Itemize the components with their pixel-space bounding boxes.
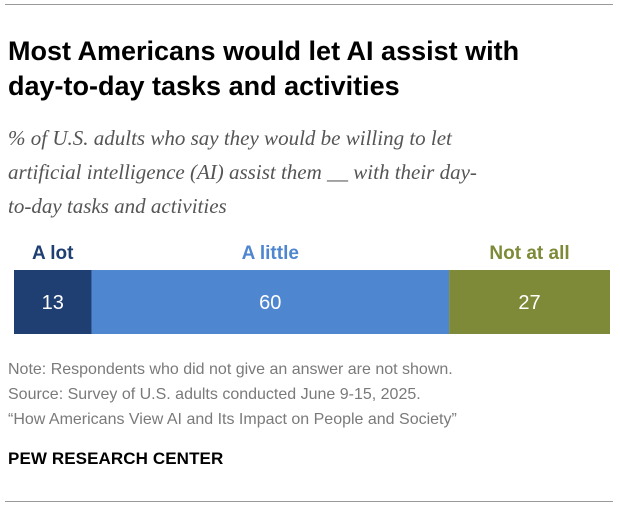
value-label-a-little: 60 <box>259 292 281 314</box>
chart-subtitle: % of U.S. adults who say they would be w… <box>8 121 608 223</box>
chart-subtitle-line-2: artificial intelligence (AI) assist them… <box>8 160 477 184</box>
category-label-a-lot: A lot <box>31 243 74 264</box>
value-label-a-lot: 13 <box>42 292 64 314</box>
report-title-text: “How Americans View AI and Its Impact on… <box>8 411 457 428</box>
source-text: Source: Survey of U.S. adults conducted … <box>8 386 421 403</box>
top-rule <box>5 4 613 5</box>
note-text: Note: Respondents who did not give an an… <box>8 361 453 378</box>
brand-logo-text: PEW RESEARCH CENTER <box>8 449 224 468</box>
bar-segment-a-lot <box>14 270 92 334</box>
bar-segment-not-at-all <box>449 270 610 334</box>
chart-title: Most Americans would let AI assist with … <box>8 34 614 104</box>
bar-segment-a-little <box>91 270 450 334</box>
chart-title-line-2: day-to-day tasks and activities <box>8 71 400 101</box>
category-label-not-at-all: Not at all <box>489 243 570 264</box>
value-label-not-at-all: 27 <box>518 292 540 314</box>
chart-subtitle-line-3: to-day tasks and activities <box>8 194 227 218</box>
chart-title-line-1: Most Americans would let AI assist with <box>8 36 520 66</box>
chart-notes: Note: Respondents who did not give an an… <box>8 357 608 432</box>
chart-subtitle-line-1: % of U.S. adults who say they would be w… <box>8 126 452 150</box>
bottom-rule <box>5 501 613 502</box>
category-label-a-little: A little <box>241 243 299 264</box>
